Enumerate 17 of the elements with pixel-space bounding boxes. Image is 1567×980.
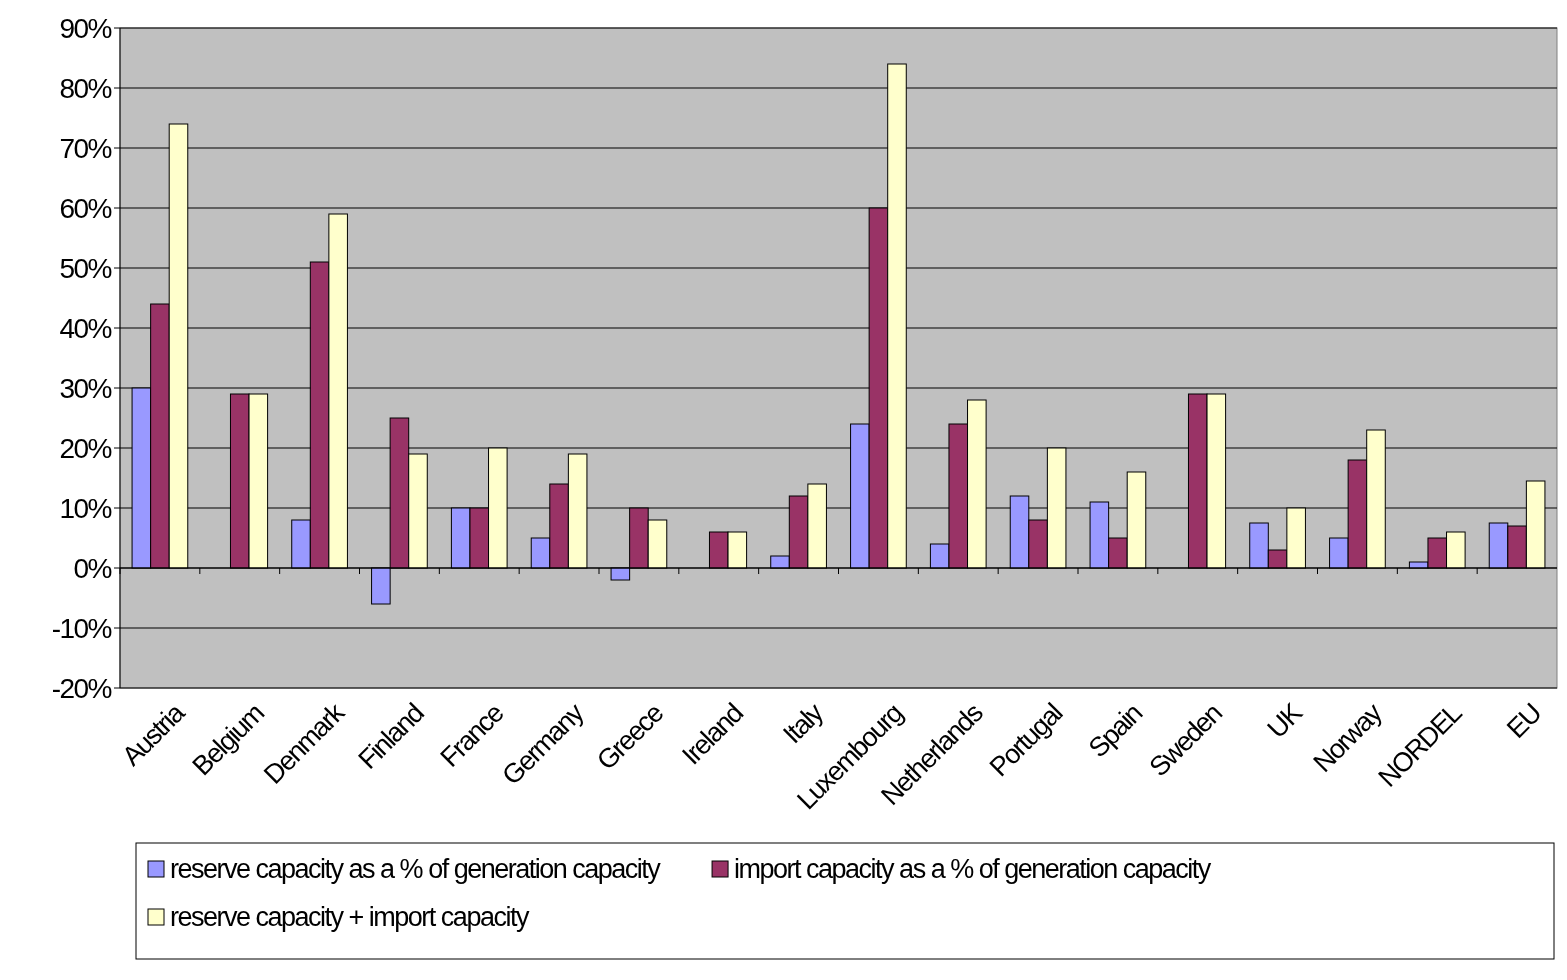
x-tick-label: EU (1501, 698, 1547, 745)
y-tick-label: 20% (59, 432, 112, 464)
y-tick-label: -20% (51, 672, 112, 704)
y-tick-label: 70% (59, 132, 112, 164)
legend-label: import capacity as a % of generation capacity (734, 854, 1212, 885)
y-tick-label: 90% (59, 12, 112, 44)
y-tick-label: 0% (73, 552, 112, 584)
legend-label: reserve capacity as a % of generation capacity (170, 854, 662, 885)
y-tick-label: 30% (59, 372, 112, 404)
y-tick-label: 10% (59, 492, 112, 524)
y-tick-label: -10% (51, 612, 112, 644)
y-tick-label: 40% (59, 312, 112, 344)
y-tick-label: 60% (59, 192, 112, 224)
x-tick-label: UK (1261, 697, 1309, 745)
y-tick-label: 80% (59, 72, 112, 104)
y-tick-label: 50% (59, 252, 112, 284)
legend-label: reserve capacity + import capacity (170, 902, 530, 933)
